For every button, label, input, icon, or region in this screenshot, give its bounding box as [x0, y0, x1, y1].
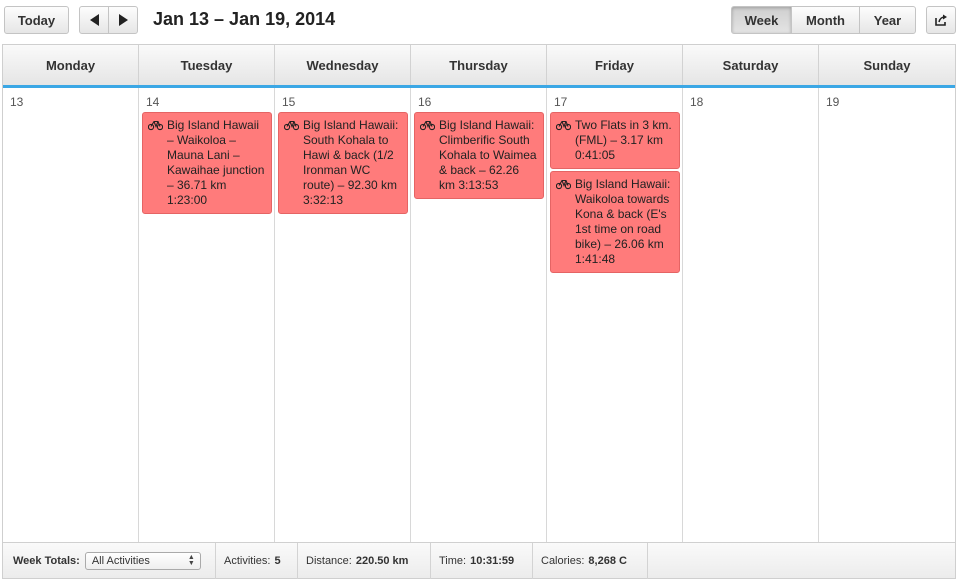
day-number: 13: [10, 95, 24, 109]
week-totals-section: Week Totals: All Activities ▲ ▼: [3, 543, 216, 579]
activity-event-text: Big Island Hawaii: South Kohala to Hawi …: [303, 118, 399, 207]
day-column-thursday[interactable]: 16 Big Island Hawaii: Climberific South K…: [411, 88, 547, 542]
day-number: 19: [826, 95, 840, 109]
activity-event-text: Big Island Hawaii: Climberific South Koh…: [439, 118, 537, 192]
day-columns: 13 14 Big Island Hawaii – Waikoloa – Mauna…: [3, 88, 955, 542]
time-total: Time: 10:31:59: [431, 543, 533, 579]
day-header-friday: Friday: [547, 45, 683, 85]
day-header-wednesday: Wednesday: [275, 45, 411, 85]
bike-icon: [284, 120, 299, 131]
day-number: 18: [690, 95, 704, 109]
activities-label: Activities:: [224, 555, 271, 567]
toolbar: Today Jan 13 – Jan 19, 2014 Week Month Y…: [0, 0, 961, 42]
share-icon: [935, 14, 947, 26]
export-button[interactable]: [926, 6, 956, 34]
activities-value: 5: [274, 555, 281, 567]
calories-label: Calories:: [541, 555, 585, 567]
day-column-wednesday[interactable]: 15 Big Island Hawaii: South Kohala to Haw…: [275, 88, 411, 542]
day-column-monday[interactable]: 13: [3, 88, 139, 542]
previous-week-button[interactable]: [79, 6, 109, 34]
activity-event-text: Two Flats in 3 km. (FML) – 3.17 km 0:41:…: [575, 118, 672, 162]
activity-filter-select[interactable]: All Activities ▲ ▼: [84, 552, 201, 570]
year-view-button[interactable]: Year: [859, 6, 916, 34]
arrow-right-icon: [118, 14, 128, 26]
activity-event[interactable]: Big Island Hawaii – Waikoloa – Mauna Lan…: [142, 112, 272, 214]
week-calendar: Monday Tuesday Wednesday Thursday Friday Satu…: [2, 44, 956, 579]
activities-total: Activities: 5: [216, 543, 298, 579]
day-header-sunday: Sunday: [863, 57, 911, 73]
distance-value: 220.50 km: [355, 555, 409, 567]
day-number: 14: [146, 95, 160, 109]
day-header-thursday: Thursday: [411, 45, 547, 85]
week-totals-label: Week Totals:: [13, 555, 80, 567]
activity-event-text: Big Island Hawaii: Waikoloa towards Kona…: [575, 177, 671, 266]
month-view-button[interactable]: Month: [791, 6, 860, 34]
day-number: 15: [282, 95, 296, 109]
bike-icon: [556, 120, 571, 131]
activity-event[interactable]: Big Island Hawaii: Climberific South Koh…: [414, 112, 544, 199]
today-button[interactable]: Today: [4, 6, 69, 34]
time-value: 10:31:59: [470, 555, 515, 567]
activity-filter-value: All Activities: [91, 555, 150, 567]
week-totals-bar: Week Totals: All Activities ▲ ▼ Activitie…: [3, 542, 955, 579]
next-week-button[interactable]: [108, 6, 138, 34]
day-column-saturday[interactable]: 18: [683, 88, 819, 542]
select-arrows-icon: ▲ ▼: [187, 554, 195, 567]
calories-value: 8,268 C: [588, 555, 627, 567]
day-column-friday[interactable]: 17 Two Flats in 3 km. (FML) – 3.17 km 0:4…: [547, 88, 683, 542]
bike-icon: [148, 120, 163, 131]
week-view-button[interactable]: Week: [731, 6, 792, 34]
time-label: Time:: [439, 555, 467, 567]
day-header-tuesday: Tuesday: [139, 45, 275, 85]
day-header-row: Monday Tuesday Wednesday Thursday Friday Satu…: [3, 45, 955, 88]
date-range-title: Jan 13 – Jan 19, 2014: [153, 9, 336, 29]
activity-event-text: Big Island Hawaii – Waikoloa – Mauna Lan…: [167, 118, 265, 207]
distance-total: Distance: 220.50 km: [298, 543, 431, 579]
activity-event[interactable]: Two Flats in 3 km. (FML) – 3.17 km 0:41:…: [550, 112, 680, 169]
calories-total: Calories: 8,268 C: [533, 543, 648, 579]
day-header-saturday: Saturday: [683, 45, 819, 85]
day-number: 17: [554, 95, 568, 109]
day-number: 16: [418, 95, 432, 109]
distance-label: Distance:: [306, 555, 352, 567]
day-column-tuesday[interactable]: 14 Big Island Hawaii – Waikoloa – Mauna L…: [139, 88, 275, 542]
bike-icon: [420, 120, 435, 131]
bike-icon: [556, 179, 571, 190]
arrow-left-icon: [89, 14, 99, 26]
day-column-sunday[interactable]: 19: [819, 88, 955, 542]
activity-event[interactable]: Big Island Hawaii: South Kohala to Hawi …: [278, 112, 408, 214]
day-header-monday: Monday: [3, 45, 139, 85]
activity-event[interactable]: Big Island Hawaii: Waikoloa towards Kona…: [550, 171, 680, 273]
